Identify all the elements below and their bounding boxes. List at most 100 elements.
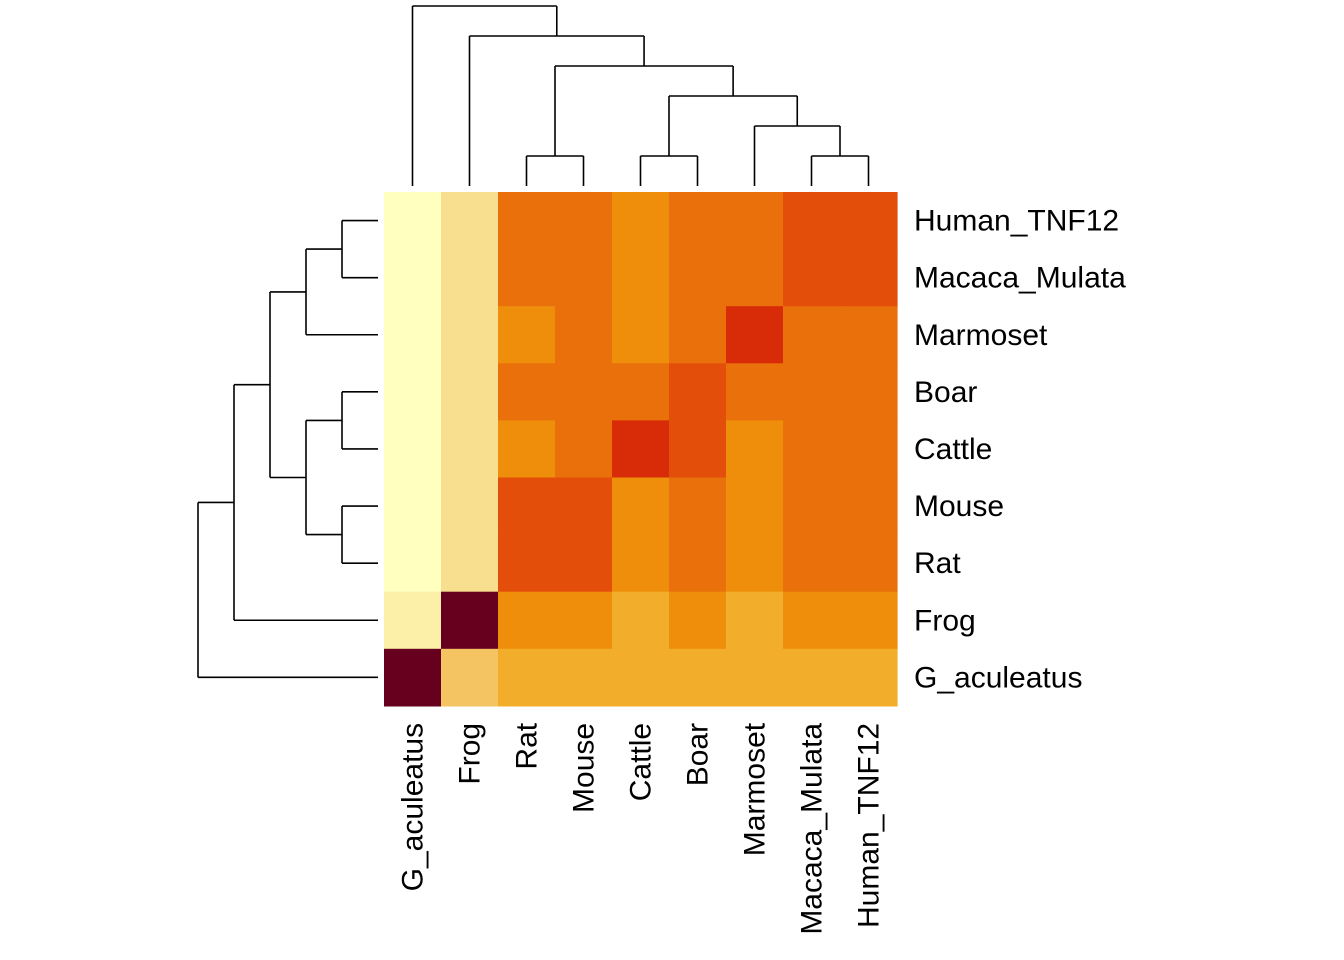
heatmap-cell-Marmoset-Marmoset [726, 306, 784, 364]
row-label-Boar: Boar [914, 376, 977, 409]
heatmap-cell-Mouse-Marmoset [726, 477, 784, 536]
row-labels: Human_TNF12 Macaca_Mulata Marmoset Boar Catt… [914, 205, 1126, 695]
column-label-Human_TNF12: Human_TNF12 [853, 723, 886, 928]
heatmap-cell-Boar-Human_TNF12 [840, 363, 898, 421]
heatmap-cell-Human_TNF12-Human_TNF12 [840, 192, 898, 250]
heatmap-cell-Human_TNF12-Boar [669, 192, 727, 250]
heatmap-cell-Frog-Human_TNF12 [840, 591, 898, 650]
heatmap-cell-Frog-Frog [441, 591, 499, 650]
heatmap-cell-Mouse-Mouse [555, 477, 613, 536]
heatmap-cell-Rat-Cattle [612, 534, 670, 593]
heatmap-cell-G_aculeatus-Rat [498, 648, 556, 707]
column-dendrogram [411, 5, 870, 186]
heatmap-cell-Mouse-Rat [498, 477, 556, 536]
heatmap-cell-Rat-Rat [498, 534, 556, 593]
heatmap-cell-Rat-Mouse [555, 534, 613, 593]
heatmap-cell-Macaca_Mulata-G_aculeatus [384, 249, 442, 307]
column-label-Frog: Frog [454, 723, 487, 785]
heatmap-cell-Cattle-Macaca_Mulata [783, 420, 841, 479]
heatmap-cell-Mouse-G_aculeatus [384, 477, 442, 536]
heatmap-cell-Human_TNF12-Mouse [555, 192, 613, 250]
heatmap-cell-Cattle-Boar [669, 420, 727, 479]
heatmap-cell-Macaca_Mulata-Cattle [612, 249, 670, 307]
column-label-G_aculeatus: G_aculeatus [397, 723, 430, 891]
column-label-Marmoset: Marmoset [739, 722, 772, 856]
heatmap-cell-Cattle-Frog [441, 420, 499, 479]
heatmap-cells [384, 192, 898, 707]
heatmap-cell-G_aculeatus-G_aculeatus [384, 648, 442, 707]
heatmap-cell-Mouse-Boar [669, 477, 727, 536]
heatmap-cell-Rat-Boar [669, 534, 727, 593]
heatmap-cell-Frog-Marmoset [726, 591, 784, 650]
row-label-Frog: Frog [914, 604, 976, 637]
heatmap-cell-G_aculeatus-Frog [441, 648, 499, 707]
heatmap-cell-Boar-Marmoset [726, 363, 784, 421]
heatmap-cell-Marmoset-G_aculeatus [384, 306, 442, 364]
heatmap-cell-Cattle-Cattle [612, 420, 670, 479]
heatmap-cell-Human_TNF12-Frog [441, 192, 499, 250]
heatmap-cell-Cattle-Rat [498, 420, 556, 479]
heatmap-cell-Macaca_Mulata-Rat [498, 249, 556, 307]
row-label-Marmoset: Marmoset [914, 319, 1048, 352]
heatmap-cell-Boar-Cattle [612, 363, 670, 421]
column-label-Boar: Boar [682, 723, 715, 786]
column-label-Mouse: Mouse [568, 723, 601, 813]
heatmap-cell-G_aculeatus-Cattle [612, 648, 670, 707]
heatmap-cell-Boar-Boar [669, 363, 727, 421]
row-label-G_aculeatus: G_aculeatus [914, 661, 1082, 694]
heatmap-cell-G_aculeatus-Boar [669, 648, 727, 707]
row-label-Macaca_Mulata: Macaca_Mulata [914, 262, 1126, 295]
column-label-Macaca_Mulata: Macaca_Mulata [796, 723, 829, 935]
row-label-Human_TNF12: Human_TNF12 [914, 205, 1119, 238]
heatmap-cell-Cattle-Mouse [555, 420, 613, 479]
column-label-Rat: Rat [511, 722, 544, 769]
heatmap-cell-G_aculeatus-Macaca_Mulata [783, 648, 841, 707]
row-dendrogram [197, 219, 378, 679]
heatmap-cell-Rat-Human_TNF12 [840, 534, 898, 593]
heatmap-cell-Rat-Marmoset [726, 534, 784, 593]
row-label-Rat: Rat [914, 547, 961, 580]
heatmap-cell-Boar-Frog [441, 363, 499, 421]
column-labels: G_aculeatus Frog Rat Mouse Cattle Boar Marmose… [397, 722, 886, 934]
heatmap-cell-Frog-Mouse [555, 591, 613, 650]
heatmap-cell-Marmoset-Rat [498, 306, 556, 364]
heatmap-cell-Macaca_Mulata-Boar [669, 249, 727, 307]
heatmap-cell-G_aculeatus-Human_TNF12 [840, 648, 898, 707]
heatmap-cell-Rat-Macaca_Mulata [783, 534, 841, 593]
heatmap-cell-Marmoset-Macaca_Mulata [783, 306, 841, 364]
heatmap-cell-Rat-G_aculeatus [384, 534, 442, 593]
heatmap-cell-Marmoset-Mouse [555, 306, 613, 364]
heatmap-cell-Marmoset-Boar [669, 306, 727, 364]
heatmap-cell-Cattle-Human_TNF12 [840, 420, 898, 479]
heatmap-cell-Boar-Rat [498, 363, 556, 421]
heatmap-cell-Mouse-Macaca_Mulata [783, 477, 841, 536]
row-label-Mouse: Mouse [914, 490, 1004, 523]
heatmap-cell-G_aculeatus-Marmoset [726, 648, 784, 707]
heatmap-cell-Human_TNF12-Marmoset [726, 192, 784, 250]
heatmap-cell-Human_TNF12-Rat [498, 192, 556, 250]
heatmap-cell-Cattle-G_aculeatus [384, 420, 442, 479]
heatmap-cell-Human_TNF12-Macaca_Mulata [783, 192, 841, 250]
heatmap-cell-G_aculeatus-Mouse [555, 648, 613, 707]
row-label-Cattle: Cattle [914, 433, 992, 466]
heatmap-cell-Mouse-Cattle [612, 477, 670, 536]
heatmap-cell-Macaca_Mulata-Human_TNF12 [840, 249, 898, 307]
heatmap-cell-Mouse-Human_TNF12 [840, 477, 898, 536]
heatmap-cell-Human_TNF12-Cattle [612, 192, 670, 250]
heatmap-cell-Marmoset-Frog [441, 306, 499, 364]
heatmap-cell-Boar-Mouse [555, 363, 613, 421]
heatmap-cell-Marmoset-Cattle [612, 306, 670, 364]
heatmap-cell-Macaca_Mulata-Marmoset [726, 249, 784, 307]
heatmap-cell-Boar-G_aculeatus [384, 363, 442, 421]
heatmap-cell-Human_TNF12-G_aculeatus [384, 192, 442, 250]
heatmap-cell-Marmoset-Human_TNF12 [840, 306, 898, 364]
heatmap-cell-Frog-Rat [498, 591, 556, 650]
heatmap-cell-Frog-G_aculeatus [384, 591, 442, 650]
heatmap-cell-Macaca_Mulata-Frog [441, 249, 499, 307]
heatmap-cell-Cattle-Marmoset [726, 420, 784, 479]
heatmap-cell-Boar-Macaca_Mulata [783, 363, 841, 421]
heatmap-cell-Rat-Frog [441, 534, 499, 593]
heatmap-cell-Mouse-Frog [441, 477, 499, 536]
heatmap-cell-Frog-Boar [669, 591, 727, 650]
